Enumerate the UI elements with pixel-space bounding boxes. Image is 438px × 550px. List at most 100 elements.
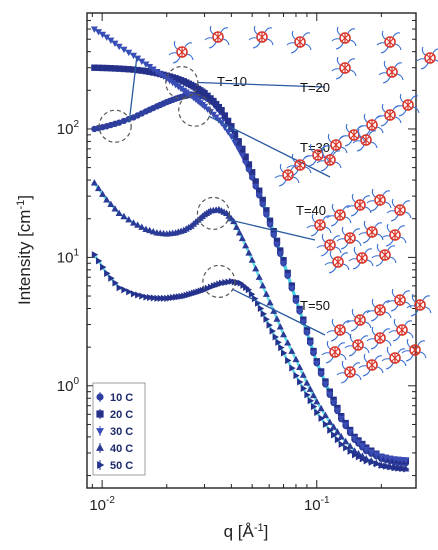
data-point (251, 295, 259, 303)
data-point (330, 423, 338, 430)
x-tick-label: 10-2 (89, 495, 115, 514)
data-point (134, 66, 141, 74)
data-point (307, 397, 315, 405)
data-point (333, 428, 341, 435)
data-point (111, 40, 119, 48)
data-point (303, 379, 311, 386)
data-point (90, 26, 98, 33)
data-point (111, 65, 119, 72)
data-point (275, 338, 282, 346)
data-point (326, 418, 334, 425)
data-point (120, 65, 128, 73)
axis-ticks: 10-2 10-1 100 101 102 (57, 12, 416, 514)
legend-item: 50 C (97, 460, 133, 472)
x-tick-label: 10-1 (304, 495, 330, 514)
data-point (276, 323, 284, 330)
data-point (160, 294, 168, 302)
pointer-line (128, 57, 138, 123)
data-point (391, 464, 399, 472)
data-point (272, 333, 280, 341)
data-point (262, 290, 270, 297)
data-point (343, 444, 350, 452)
data-point (338, 440, 346, 448)
data-point (402, 457, 410, 464)
data-point (248, 290, 256, 298)
data-point (300, 384, 308, 392)
data-point (269, 327, 276, 335)
data-point (317, 404, 325, 412)
data-point (313, 360, 321, 368)
data-point (252, 183, 260, 191)
data-point (112, 279, 119, 287)
data-point (297, 378, 304, 386)
data-point (403, 465, 410, 473)
data-point (218, 107, 225, 114)
data-point (238, 234, 246, 242)
data-point (318, 414, 325, 422)
data-point (242, 160, 250, 167)
data-point (333, 407, 341, 414)
data-point (245, 286, 253, 294)
data-point (95, 257, 103, 265)
data-point (129, 219, 138, 226)
annotations: T=10 T=20T=30 T=40 T=50 (98, 25, 438, 384)
data-point (399, 465, 406, 473)
data-point (383, 462, 390, 470)
data-point (309, 350, 318, 357)
data-point (273, 237, 281, 245)
data-point (292, 298, 300, 305)
data-point (221, 124, 229, 131)
highlight-circle (196, 196, 231, 231)
data-point (115, 209, 123, 216)
series-40-c (90, 179, 410, 472)
data-point (120, 212, 128, 220)
data-point (146, 64, 154, 71)
data-point (303, 329, 311, 337)
data-point (278, 344, 285, 352)
data-point (270, 232, 278, 239)
data-point (156, 71, 164, 78)
data-point (266, 321, 273, 329)
data-point (228, 123, 235, 130)
data-point (91, 251, 99, 259)
data-point (94, 184, 103, 192)
data-point (321, 411, 329, 419)
data-point (116, 284, 123, 292)
data-point (130, 290, 138, 298)
data-point (255, 187, 263, 194)
legend-marker (96, 443, 104, 451)
data-point (368, 458, 376, 466)
legend-item: 20 C (96, 409, 133, 421)
legend-label: 30 C (110, 426, 133, 438)
data-point (99, 190, 107, 197)
data-point (245, 161, 253, 168)
data-point (153, 68, 161, 76)
data-point (273, 315, 281, 322)
data-point (334, 436, 342, 444)
data-point (227, 133, 235, 140)
data-point (107, 37, 115, 44)
legend-marker (96, 393, 104, 401)
data-point (125, 66, 132, 73)
data-point (262, 211, 270, 219)
data-point (233, 223, 241, 230)
data-point (351, 435, 359, 443)
data-point (163, 75, 171, 83)
data-point (125, 49, 133, 57)
data-point (255, 192, 263, 200)
annotation-t40: T=40 (196, 188, 412, 274)
legend-label: 10 C (110, 392, 133, 404)
data-point (99, 64, 106, 72)
data-point (169, 79, 177, 87)
legend-label: 40 C (110, 443, 133, 455)
data-point (342, 422, 350, 429)
data-point (293, 372, 300, 380)
data-point (306, 385, 314, 392)
data-point (285, 357, 292, 365)
data-point (149, 66, 157, 73)
data-point (91, 64, 98, 71)
data-point (277, 247, 284, 254)
data-point (317, 370, 325, 378)
micelle-icon (416, 46, 438, 70)
